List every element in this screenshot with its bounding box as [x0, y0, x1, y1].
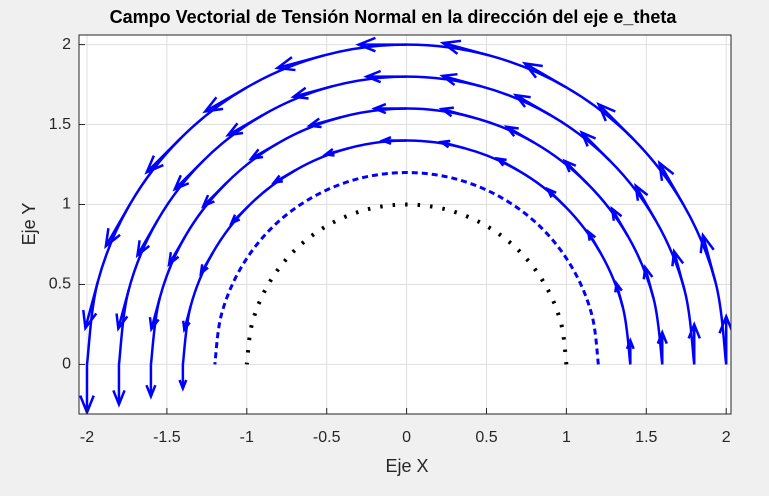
arrow — [371, 102, 407, 115]
arrow — [642, 264, 655, 299]
arrow — [545, 186, 566, 207]
arrow — [104, 203, 131, 250]
arrow — [596, 102, 634, 140]
y-tick-label: 0.5 — [49, 276, 71, 293]
arrow — [306, 116, 341, 129]
plot — [79, 36, 731, 414]
arrow — [229, 205, 250, 226]
x-axis-label: Eje X — [385, 456, 428, 476]
chart-title: Campo Vectorial de Tensión Normal en la … — [110, 7, 678, 27]
arrow — [438, 139, 465, 150]
arrow — [439, 72, 482, 88]
arrow — [379, 136, 407, 146]
arrow — [363, 69, 407, 84]
arrow — [625, 337, 635, 365]
arrow — [355, 36, 407, 53]
x-tick-label: 2 — [722, 429, 731, 446]
x-tick-label: 0 — [402, 429, 411, 446]
arc-line — [244, 202, 569, 365]
arrow — [586, 228, 602, 254]
arrow — [439, 39, 490, 57]
arrow — [657, 160, 685, 206]
arrow — [562, 158, 589, 185]
arrow — [115, 289, 130, 332]
x-tick-label: -1 — [240, 429, 254, 446]
y-tick-label: 1 — [62, 196, 71, 213]
arrow — [144, 137, 182, 175]
tick-labels: -2 -1.5 -1 -0.5 0 0.5 1 1.5 2 0 0.5 1 1.5 2 — [49, 36, 731, 446]
arrow — [145, 364, 157, 400]
x-tick-label: 0.5 — [475, 429, 497, 446]
arrow — [199, 251, 214, 277]
arrow — [225, 114, 264, 137]
x-tick-label: 1.5 — [635, 429, 657, 446]
arrow — [248, 141, 280, 161]
arrow — [494, 156, 520, 172]
arrow — [656, 329, 668, 365]
arrow — [521, 61, 568, 89]
arc-line — [213, 171, 600, 365]
arrow — [614, 280, 624, 307]
arrow — [610, 205, 630, 238]
arrow — [687, 321, 702, 365]
arrow — [82, 281, 100, 332]
arrow — [274, 54, 325, 72]
arrow — [699, 231, 717, 282]
arrow — [112, 364, 126, 408]
arrow — [290, 85, 333, 100]
x-tick-label: -2 — [80, 429, 94, 446]
arrow — [172, 159, 205, 192]
arrow — [178, 364, 188, 392]
arrow — [671, 248, 686, 291]
arrow — [200, 182, 227, 209]
x-tick-label: -0.5 — [313, 429, 341, 446]
plot-area — [79, 35, 731, 414]
y-tick-label: 2 — [62, 36, 71, 53]
arrow — [503, 125, 536, 144]
arrow — [322, 147, 350, 157]
y-axis-label: Eje Y — [19, 203, 39, 246]
arrow — [202, 86, 248, 114]
x-tick-label: 1 — [562, 429, 571, 446]
arrow — [182, 306, 192, 333]
arrow — [167, 235, 187, 268]
arrow — [148, 297, 161, 333]
arrow — [634, 182, 657, 222]
arrow — [579, 130, 611, 162]
arrow — [438, 106, 474, 119]
arrow — [512, 93, 552, 117]
arrow — [271, 169, 296, 185]
y-tick-label: 0 — [62, 356, 71, 373]
x-tick-label: -1.5 — [153, 429, 181, 446]
arrow — [135, 219, 159, 259]
axes-box — [78, 34, 732, 415]
y-tick-label: 1.5 — [49, 116, 71, 133]
